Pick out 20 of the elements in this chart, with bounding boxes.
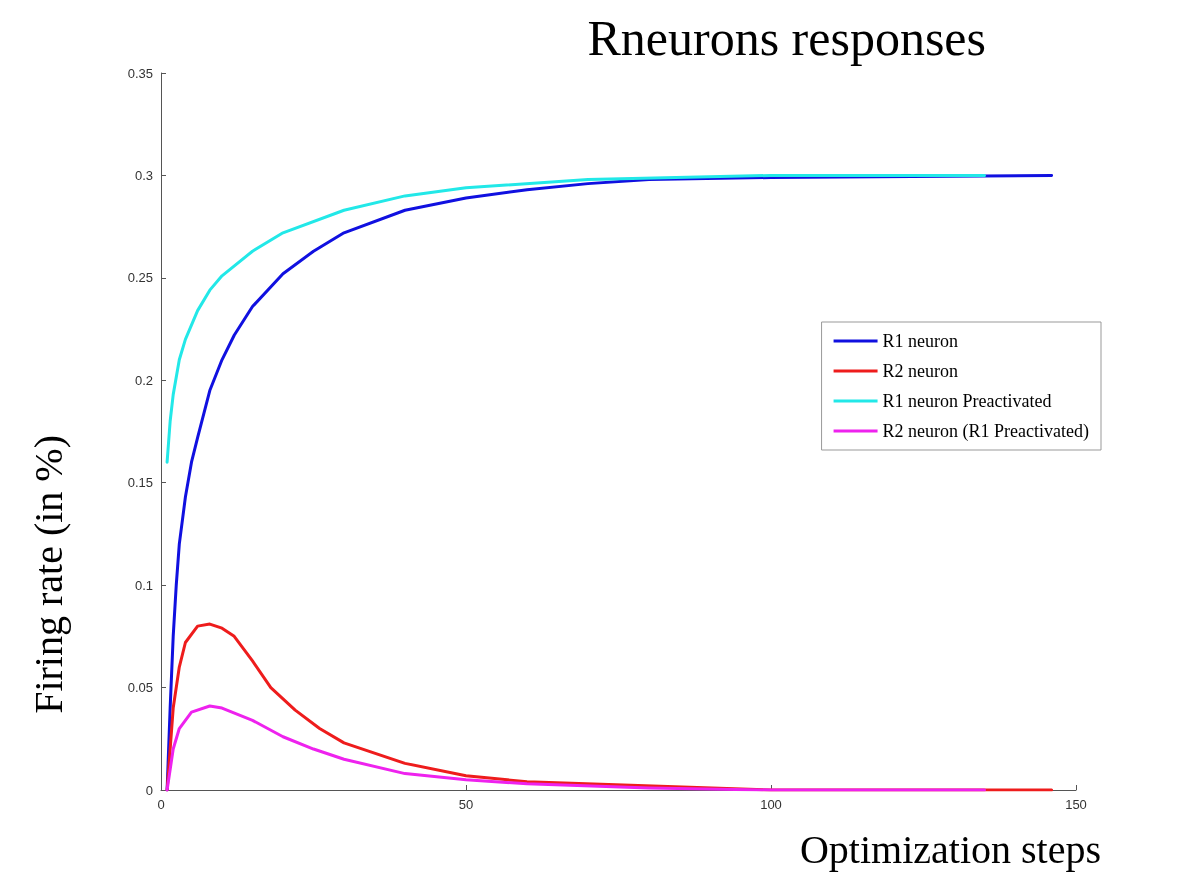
x-tick-label: 50 bbox=[458, 797, 474, 812]
chart-title: Rneurons responses bbox=[587, 10, 986, 66]
legend-label: R2 neuron (R1 Preactivated) bbox=[882, 421, 1090, 442]
y-tick-label: 0.2 bbox=[134, 372, 153, 388]
y-tick-label: 0.1 bbox=[134, 577, 153, 593]
y-tick-label: 0 bbox=[145, 782, 153, 798]
x-tick-label: 150 bbox=[1065, 797, 1087, 812]
x-tick-label: 0 bbox=[157, 797, 165, 812]
y-axis-title: Firing rate (in %) bbox=[25, 435, 71, 714]
line-series bbox=[165, 704, 986, 792]
y-tick-label: 0.25 bbox=[127, 270, 153, 286]
x-axis-title: Optimization steps bbox=[799, 826, 1101, 872]
legend-label: R1 neuron Preactivated bbox=[882, 391, 1052, 411]
legend-label: R2 neuron bbox=[882, 361, 959, 381]
y-tick-label: 0.35 bbox=[127, 65, 153, 81]
y-tick-label: 0.3 bbox=[134, 167, 153, 183]
y-tick-label: 0.15 bbox=[127, 475, 153, 491]
legend-label: R1 neuron bbox=[882, 331, 959, 351]
x-tick-label: 100 bbox=[760, 797, 782, 812]
y-tick-label: 0.05 bbox=[127, 680, 153, 696]
